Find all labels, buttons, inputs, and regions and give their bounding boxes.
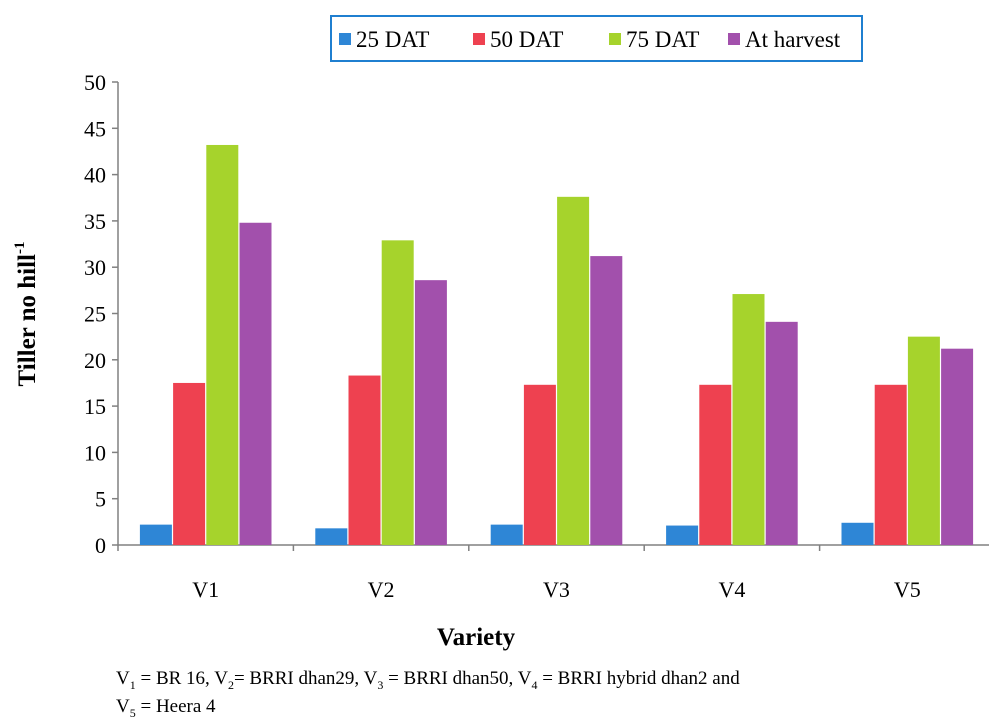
y-axis-title-text: Tiller no hill — [14, 254, 41, 387]
y-tick-label: 50 — [84, 70, 106, 95]
footnote-text: 2 — [227, 677, 234, 692]
bar-at-harvest — [239, 222, 272, 545]
x-axis-title: Variety — [437, 624, 516, 651]
footnote-text: 3 — [377, 677, 384, 692]
bar-75-dat — [557, 196, 590, 545]
bar-25-dat — [841, 522, 874, 545]
y-tick-label: 25 — [84, 302, 106, 327]
y-tick-label: 10 — [84, 440, 106, 465]
footnote-text: 1 — [129, 677, 136, 692]
bar-50-dat — [874, 384, 907, 545]
bar-50-dat — [699, 384, 732, 545]
legend-label: 75 DAT — [626, 27, 699, 52]
bar-50-dat — [348, 375, 381, 545]
bar-50-dat — [523, 384, 556, 545]
y-tick-label: 0 — [95, 533, 106, 558]
x-tick-label: V4 — [718, 577, 745, 602]
legend-label: 25 DAT — [356, 27, 429, 52]
footnote-text: V — [116, 695, 130, 717]
y-tick-label: 45 — [84, 116, 106, 141]
legend-box — [330, 15, 863, 62]
y-axis-title-superscript: -1 — [12, 242, 28, 255]
legend: 25 DAT 50 DAT 75 DAT At harvest — [330, 15, 863, 62]
y-tick-label: 20 — [84, 348, 106, 373]
footnote-text: = BRRI hybrid dhan2 and — [537, 668, 740, 689]
bar-25-dat — [490, 524, 523, 545]
bar-25-dat — [666, 525, 699, 545]
bar-at-harvest — [590, 256, 623, 545]
footnote-text: = BR 16, V — [135, 668, 228, 689]
y-tick-label: 40 — [84, 163, 106, 188]
bar-75-dat — [907, 336, 940, 545]
legend-label: 50 DAT — [490, 27, 563, 52]
footnote-text: 5 — [129, 705, 136, 720]
x-tick-label: V5 — [894, 577, 921, 602]
bar-75-dat — [381, 240, 414, 545]
y-tick-label: 15 — [84, 394, 106, 419]
bar-25-dat — [315, 528, 348, 545]
legend-swatch — [728, 33, 740, 45]
footnote-text: V — [116, 668, 130, 689]
bar-at-harvest — [414, 280, 447, 545]
bar-75-dat — [732, 294, 765, 545]
y-tick-label: 5 — [95, 487, 106, 512]
footnote-text: 4 — [531, 677, 538, 692]
bar-25-dat — [139, 524, 172, 545]
bar-at-harvest — [765, 321, 798, 545]
footnote-text: = Heera 4 — [135, 695, 216, 717]
footnote-text: = BRRI dhan50, V — [383, 668, 532, 689]
y-tick-label: 35 — [84, 209, 106, 234]
y-tick-label: 30 — [84, 255, 106, 280]
legend-swatch — [609, 33, 621, 45]
x-tick-label: V3 — [543, 577, 570, 602]
bar-50-dat — [173, 382, 206, 545]
footnote-text: = BRRI dhan29, V — [233, 668, 378, 689]
legend-swatch — [339, 33, 351, 45]
x-tick-label: V1 — [192, 577, 219, 602]
bar-75-dat — [206, 144, 239, 545]
plot-area: 0 5 10 15 20 25 30 35 40 45 50 V1 V2 V3 V4 V5 — [84, 70, 989, 602]
legend-swatch — [473, 33, 485, 45]
bar-at-harvest — [941, 348, 974, 545]
variety-footnote: V1 = BR 16, V2= BRRI dhan29, V3 = BRRI d… — [116, 668, 976, 724]
y-axis-title: Tiller no hill-1 — [12, 242, 41, 387]
legend-label: At harvest — [745, 27, 841, 52]
x-tick-label: V2 — [368, 577, 395, 602]
